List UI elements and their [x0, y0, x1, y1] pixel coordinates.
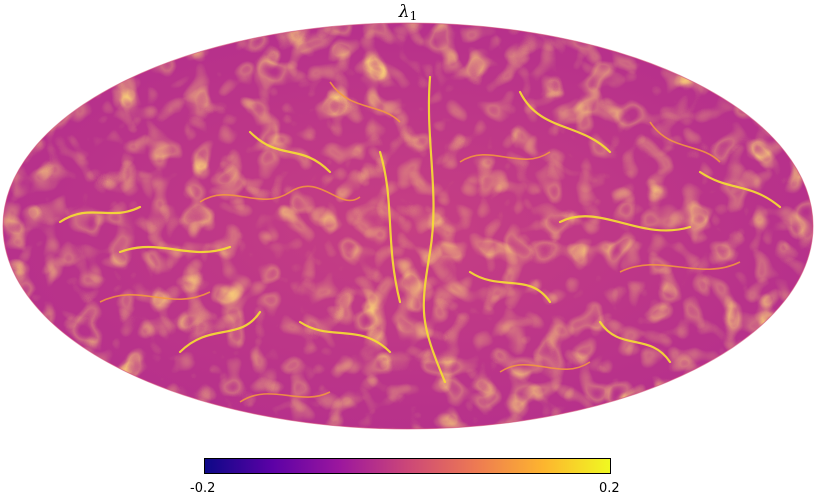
map-bright-filaments	[58, 75, 782, 384]
map-orange-filaments	[99, 81, 741, 403]
map-outline	[2, 22, 814, 430]
colorbar-min-label: -0.2	[190, 481, 216, 496]
title-symbol: λ	[398, 2, 410, 22]
title-subscript: 1	[409, 9, 418, 23]
mollweide-sky-map	[2, 22, 814, 430]
map-void-regions	[3, 23, 813, 429]
colorbar	[204, 458, 611, 474]
map-title: λ1	[0, 0, 816, 26]
colorbar-max-label: 0.2	[599, 481, 620, 496]
